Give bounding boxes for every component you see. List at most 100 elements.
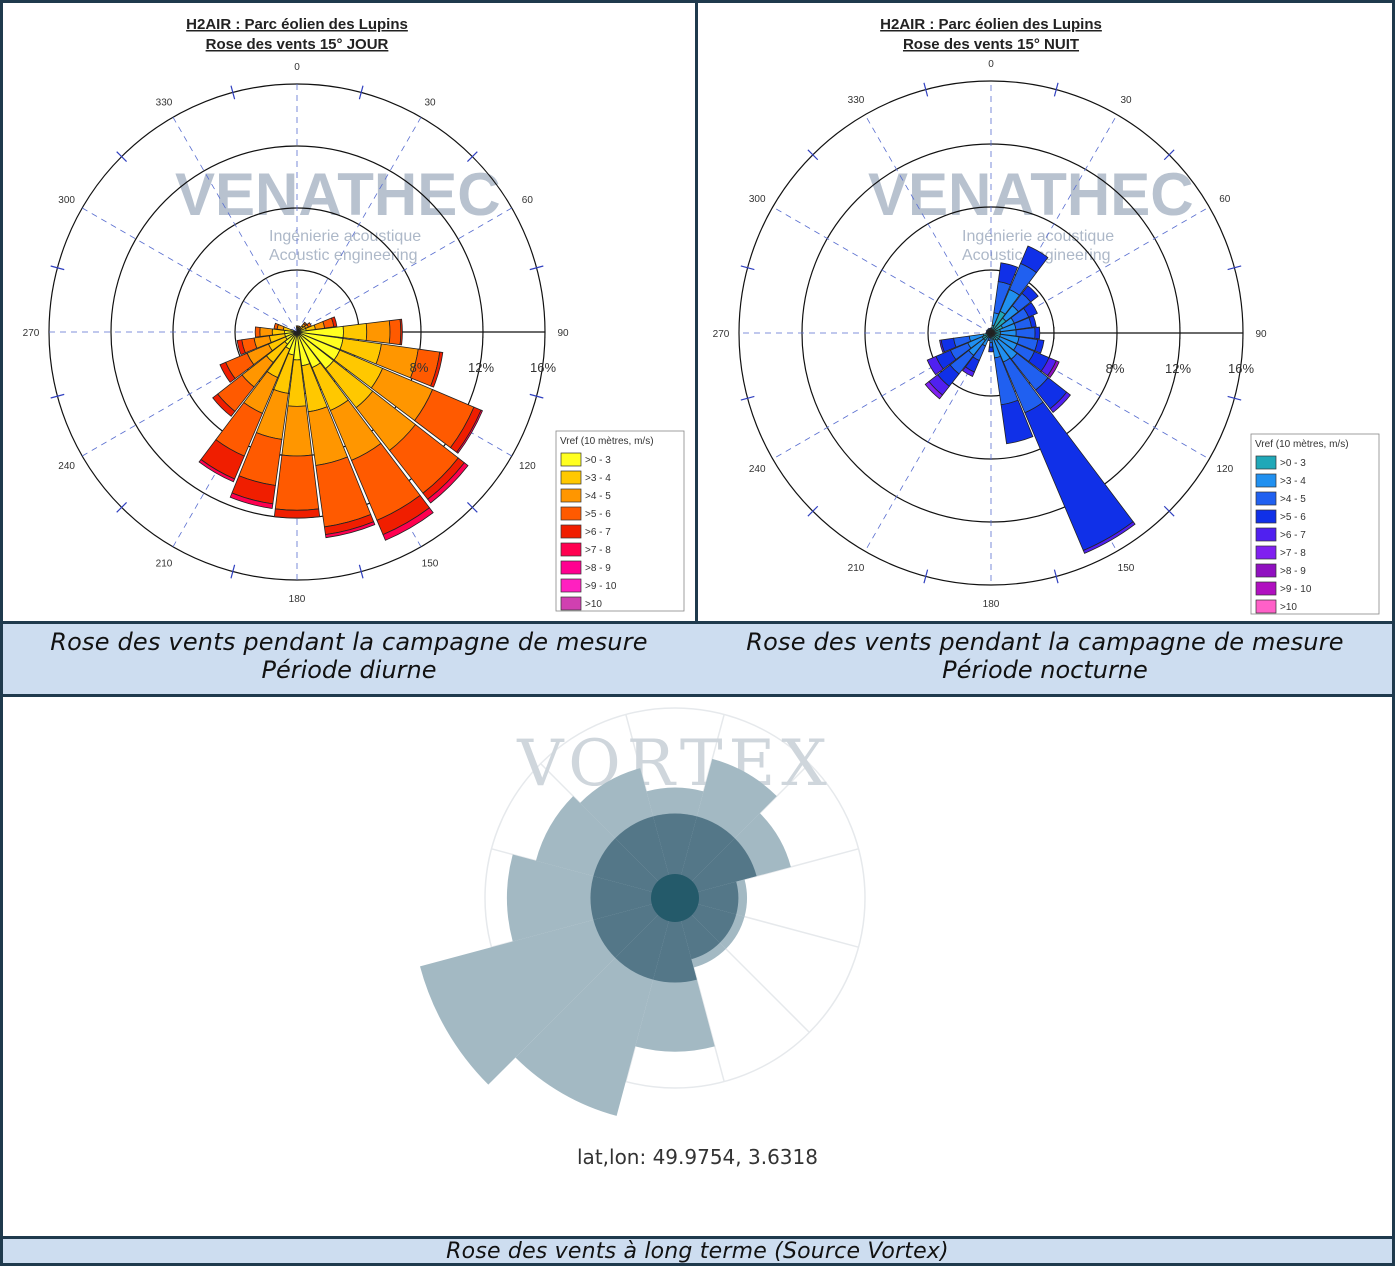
rose-segment <box>988 327 992 331</box>
legend-entry: >0 - 3 <box>1280 458 1306 469</box>
rose-segment <box>273 322 279 330</box>
legend-swatch <box>560 452 582 467</box>
angle-label: 150 <box>422 558 439 569</box>
rose-segment <box>212 393 236 417</box>
tick-mark <box>923 82 929 97</box>
grid-spoke <box>772 332 992 460</box>
vortex-sector-mid <box>653 898 697 983</box>
divider-top-caption <box>0 621 1395 624</box>
rose-segment <box>388 318 402 346</box>
angle-label: 300 <box>58 195 75 206</box>
tick-mark <box>230 85 236 100</box>
caption-vortex: Rose des vents à long terme (Source Vort… <box>3 1240 1392 1264</box>
angle-label: 270 <box>23 328 40 339</box>
tick-mark <box>807 149 819 161</box>
rose-segment <box>236 339 246 356</box>
divider-middle <box>0 694 1395 697</box>
tick-mark <box>1227 395 1242 401</box>
caption-night-line1: Rose des vents pendant la campagne de me… <box>746 628 1344 656</box>
rose-segment <box>274 454 320 511</box>
legend-entry: >9 - 10 <box>1280 584 1312 595</box>
caption-vortex-text: Rose des vents à long terme (Source Vort… <box>446 1239 949 1264</box>
rose-segment <box>1021 285 1039 303</box>
rose-segment <box>365 320 391 344</box>
rose-segment <box>219 361 236 383</box>
grid-spoke <box>990 332 1210 460</box>
rose-segment <box>926 355 944 376</box>
angle-label: 180 <box>289 594 306 605</box>
angle-label: 30 <box>424 98 436 109</box>
vortex-sector-mid <box>590 876 675 920</box>
angle-label: 240 <box>749 464 766 475</box>
legend-entry: >0 - 3 <box>585 455 611 466</box>
vortex-sector-mid <box>675 838 757 898</box>
venathec-watermark: VENATHEC <box>868 161 1194 228</box>
angle-label: 120 <box>1216 464 1233 475</box>
radial-tick-label: 8% <box>1106 361 1125 376</box>
legend-entry: >7 - 8 <box>585 545 611 556</box>
legend-swatch <box>1255 455 1277 470</box>
grid-spoke <box>864 114 992 334</box>
grid-spoke <box>296 207 512 333</box>
grid-spoke <box>864 332 992 552</box>
legend-swatch <box>1255 545 1277 560</box>
legend-entry: >8 - 9 <box>1280 566 1306 577</box>
legend-entry: >4 - 5 <box>1280 494 1306 505</box>
vortex-core <box>651 874 699 922</box>
vortex-spoke <box>491 848 676 899</box>
angle-label: 90 <box>1255 329 1267 340</box>
chart-title: H2AIR : Parc éolien des Lupins <box>880 16 1102 33</box>
vortex-sector-mid <box>675 816 735 898</box>
rose-segment <box>229 492 274 509</box>
venathec-watermark-line2: Acoustic engineering <box>269 247 418 264</box>
rose-segment <box>382 507 434 541</box>
wind-rose-day: H2AIR : Parc éolien des Lupins Rose des v… <box>23 16 685 612</box>
radial-tick-label: 16% <box>1228 361 1254 376</box>
radial-tick-label: 16% <box>530 360 556 375</box>
angle-label: 60 <box>1219 194 1231 205</box>
tick-mark <box>466 151 478 163</box>
rose-segment <box>1082 521 1136 554</box>
radial-tick-label: 12% <box>468 360 494 375</box>
divider-bottom-caption <box>0 1236 1395 1239</box>
angle-label: 30 <box>1120 95 1132 106</box>
radial-tick-label: 12% <box>1165 361 1191 376</box>
angle-label: 330 <box>848 95 865 106</box>
vortex-coordinates: lat,lon: 49.9754, 3.6318 <box>577 1145 818 1169</box>
legend-swatch <box>560 596 582 611</box>
grid-spoke <box>296 117 422 333</box>
tick-mark <box>1227 265 1242 271</box>
angle-label: 150 <box>1118 563 1135 574</box>
legend-title: Vref (10 mètres, m/s) <box>1255 439 1349 450</box>
vortex-spoke <box>674 897 859 948</box>
grid-spoke <box>82 331 298 457</box>
chart-subtitle: Rose des vents 15° JOUR <box>206 36 389 53</box>
tick-mark <box>358 85 364 100</box>
vortex-sector-mid <box>593 838 675 898</box>
rose-segment <box>1020 245 1049 274</box>
legend-entry: >10 <box>585 599 602 610</box>
legend-entry: >9 - 10 <box>585 581 617 592</box>
legend-entry: >4 - 5 <box>585 491 611 502</box>
rose-segment <box>198 458 236 483</box>
grid-spoke <box>82 207 298 333</box>
grid-spoke <box>772 206 992 334</box>
vortex-sector-mid <box>675 881 739 915</box>
tick-mark <box>116 151 128 163</box>
legend-entry: >8 - 9 <box>585 563 611 574</box>
tick-mark <box>529 393 544 399</box>
legend-entry: >6 - 7 <box>1280 530 1306 541</box>
angle-label: 330 <box>156 98 173 109</box>
tick-mark <box>1163 149 1175 161</box>
caption-night-line2: Période nocturne <box>942 656 1148 684</box>
tick-mark <box>466 501 478 513</box>
vortex-sector-mid <box>653 813 697 898</box>
angle-label: 240 <box>58 461 75 472</box>
vortex-sector-mid <box>615 816 675 898</box>
rose-segment <box>1047 360 1060 379</box>
rose-segment <box>282 326 292 332</box>
angle-label: 90 <box>557 328 569 339</box>
legend-entry: >10 <box>1280 602 1297 613</box>
rose-segment <box>427 462 469 504</box>
angle-label: 270 <box>713 329 730 340</box>
